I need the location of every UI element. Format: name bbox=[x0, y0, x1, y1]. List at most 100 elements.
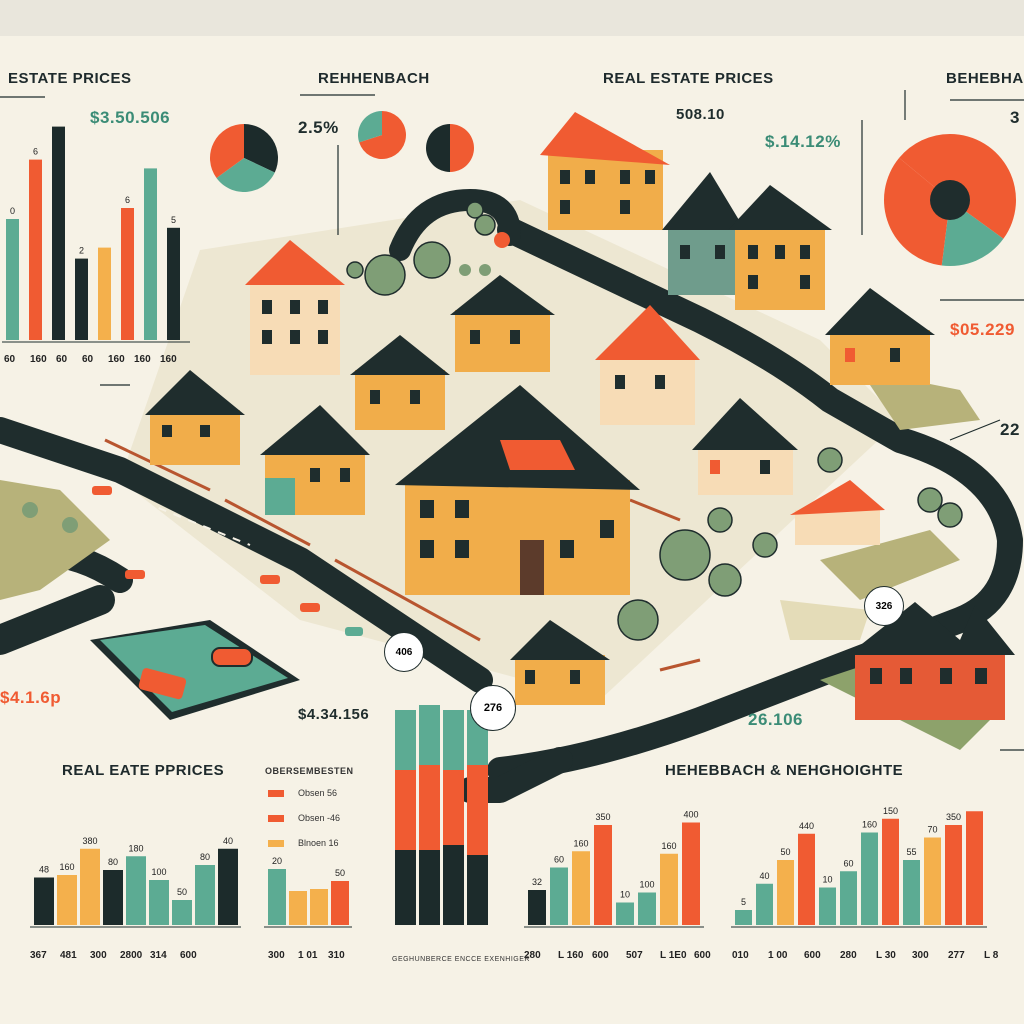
pie-3-slice bbox=[426, 124, 450, 172]
chart-top-left-bar bbox=[121, 208, 134, 340]
chart-top-left-tick-label: 60 bbox=[82, 354, 94, 365]
legend-title: OBERSEMBESTEN bbox=[265, 766, 354, 776]
chart-bottom-right-bar-label: 40 bbox=[759, 871, 769, 881]
chart-bottom-right-bar bbox=[882, 818, 899, 925]
chart-bottom-right-tick-label: 1 00 bbox=[768, 950, 788, 961]
chart-bottom-left-bar bbox=[172, 900, 192, 925]
chart-top-left-bar bbox=[98, 247, 111, 340]
chart-bottom-right-bar-label: 5 bbox=[741, 897, 746, 907]
chart-top-left-tick-label: 160 bbox=[30, 354, 47, 365]
bubble-276: 276 bbox=[470, 685, 516, 731]
chart-bottom-mid-bar-label: 10 bbox=[620, 890, 630, 900]
chart-bottom-left-bar bbox=[195, 865, 215, 925]
house bbox=[790, 480, 885, 545]
chart-bottom-mid-bar-label: 160 bbox=[573, 838, 588, 848]
price-right: $05.229 bbox=[950, 320, 1015, 339]
pie-3-slice bbox=[450, 124, 474, 172]
chart-bottom-right-bar bbox=[861, 832, 878, 925]
chart-stacked-segment bbox=[467, 855, 488, 925]
chart-bottom-left-bar bbox=[218, 848, 238, 925]
chart-bottom-left-bar-label: 48 bbox=[39, 865, 49, 875]
chart-bottom-mid-bar-label: 100 bbox=[639, 880, 654, 890]
chart-legend-bar bbox=[310, 889, 328, 925]
chart-legend-bar-label: 50 bbox=[335, 868, 345, 878]
chart-bottom-right-tick-label: 300 bbox=[912, 950, 929, 961]
chart-bottom-left-bar bbox=[103, 870, 123, 925]
chart-bottom-left-tick-label: 367 bbox=[30, 950, 47, 961]
chart-bottom-right-bar-label: 440 bbox=[799, 821, 814, 831]
chart-bottom-left-bar-label: 40 bbox=[223, 836, 233, 846]
chart-stacked-segment bbox=[395, 770, 416, 850]
chart-bottom-right-bar-label: 150 bbox=[883, 806, 898, 816]
chart-top-left-bar-label: 5 bbox=[171, 215, 176, 225]
chart-bottom-left-bar-label: 160 bbox=[59, 862, 74, 872]
chart-bottom-left-bar bbox=[34, 877, 54, 925]
legend: Obsen 56 Obsen -46 Blnoen 16 bbox=[268, 782, 340, 854]
title-top-right: BEHEBHAC bbox=[946, 70, 1024, 87]
chart-bottom-right-bar bbox=[735, 910, 752, 925]
chart-bottom-left-tick-label: 314 bbox=[150, 950, 167, 961]
chart-bottom-right-bar bbox=[966, 811, 983, 925]
chart-bottom-right-bar-label: 50 bbox=[780, 847, 790, 857]
chart-bottom-right-bar-label: 160 bbox=[862, 820, 877, 830]
chart-bottom-left-bar-label: 380 bbox=[82, 836, 97, 846]
chart-bottom-mid-tick-label: 507 bbox=[626, 950, 643, 961]
chart-top-left-tick-label: 160 bbox=[160, 354, 177, 365]
chart-stacked-segment bbox=[467, 765, 488, 855]
chart-bottom-left-bar bbox=[149, 880, 169, 925]
chart-bottom-right-bar bbox=[777, 860, 794, 925]
chart-stacked-segment bbox=[419, 705, 440, 765]
chart-bottom-right-bar-label: 60 bbox=[843, 858, 853, 868]
houses bbox=[145, 112, 1015, 720]
house bbox=[450, 275, 555, 372]
pie-2-slice bbox=[359, 111, 407, 159]
bubble-326-label: 326 bbox=[875, 600, 893, 612]
chart-top-left-tick-label: 60 bbox=[56, 354, 68, 365]
chart-bottom-left-bar-label: 180 bbox=[128, 843, 143, 853]
chart-bottom-left-bar-label: 100 bbox=[151, 867, 166, 877]
house bbox=[350, 335, 450, 430]
chart-bottom-mid-bar bbox=[638, 892, 656, 925]
cars bbox=[92, 486, 363, 636]
price-top-left: $3.50.506 bbox=[90, 108, 171, 127]
house bbox=[728, 185, 832, 310]
chart-bottom-left-bar-label: 50 bbox=[177, 887, 187, 897]
legend-item: Obsen 56 bbox=[268, 782, 340, 804]
chart-stacked-segment bbox=[443, 770, 464, 845]
house bbox=[540, 112, 670, 230]
house bbox=[595, 305, 700, 425]
chart-bottom-mid-bar bbox=[660, 853, 678, 925]
pie-large-slice bbox=[950, 134, 1017, 239]
bubble-326: 326 bbox=[864, 586, 904, 626]
chart-stacked-segment bbox=[419, 850, 440, 925]
bubble-406-label: 406 bbox=[395, 646, 413, 658]
title-bottom-center: HEHEBBACH & NEHGHOIGHTE bbox=[665, 762, 904, 779]
chart-bottom-left-bar-label: 80 bbox=[200, 852, 210, 862]
chart-bottom-mid-bar bbox=[616, 902, 634, 925]
chart-legend-tick-label: 300 bbox=[268, 950, 285, 961]
legend-swatch bbox=[268, 789, 284, 797]
chart-top-left-bar bbox=[29, 159, 42, 340]
legend-swatch bbox=[268, 839, 284, 847]
house-red bbox=[848, 602, 1015, 720]
house bbox=[260, 405, 370, 515]
chart-bottom-mid-bar bbox=[594, 825, 612, 925]
chart-top-left-bar-label: 0 bbox=[10, 206, 15, 216]
chart-bottom-left-tick-label: 2800 bbox=[120, 950, 143, 961]
pie-1-slice bbox=[209, 124, 244, 178]
chart-legend-bar-label: 20 bbox=[272, 856, 282, 866]
chart-bottom-left-bar-label: 80 bbox=[108, 857, 118, 867]
chart-bottom-mid-tick-label: L 1E0 bbox=[660, 950, 687, 961]
num-26106: 26.106 bbox=[748, 710, 803, 729]
legend-swatch bbox=[268, 814, 284, 822]
chart-top-left-tick-label: 160 bbox=[108, 354, 125, 365]
chart-bottom-mid-bar bbox=[682, 822, 700, 925]
chart-bottom-mid-bar-label: 350 bbox=[595, 812, 610, 822]
garden-left bbox=[0, 480, 110, 600]
legend-label: Obsen -46 bbox=[298, 813, 341, 823]
chart-top-left-tick-label: 60 bbox=[4, 354, 16, 365]
chart-bottom-right-bar-label: 55 bbox=[906, 847, 916, 857]
chart-bottom-right-bar bbox=[945, 825, 962, 925]
